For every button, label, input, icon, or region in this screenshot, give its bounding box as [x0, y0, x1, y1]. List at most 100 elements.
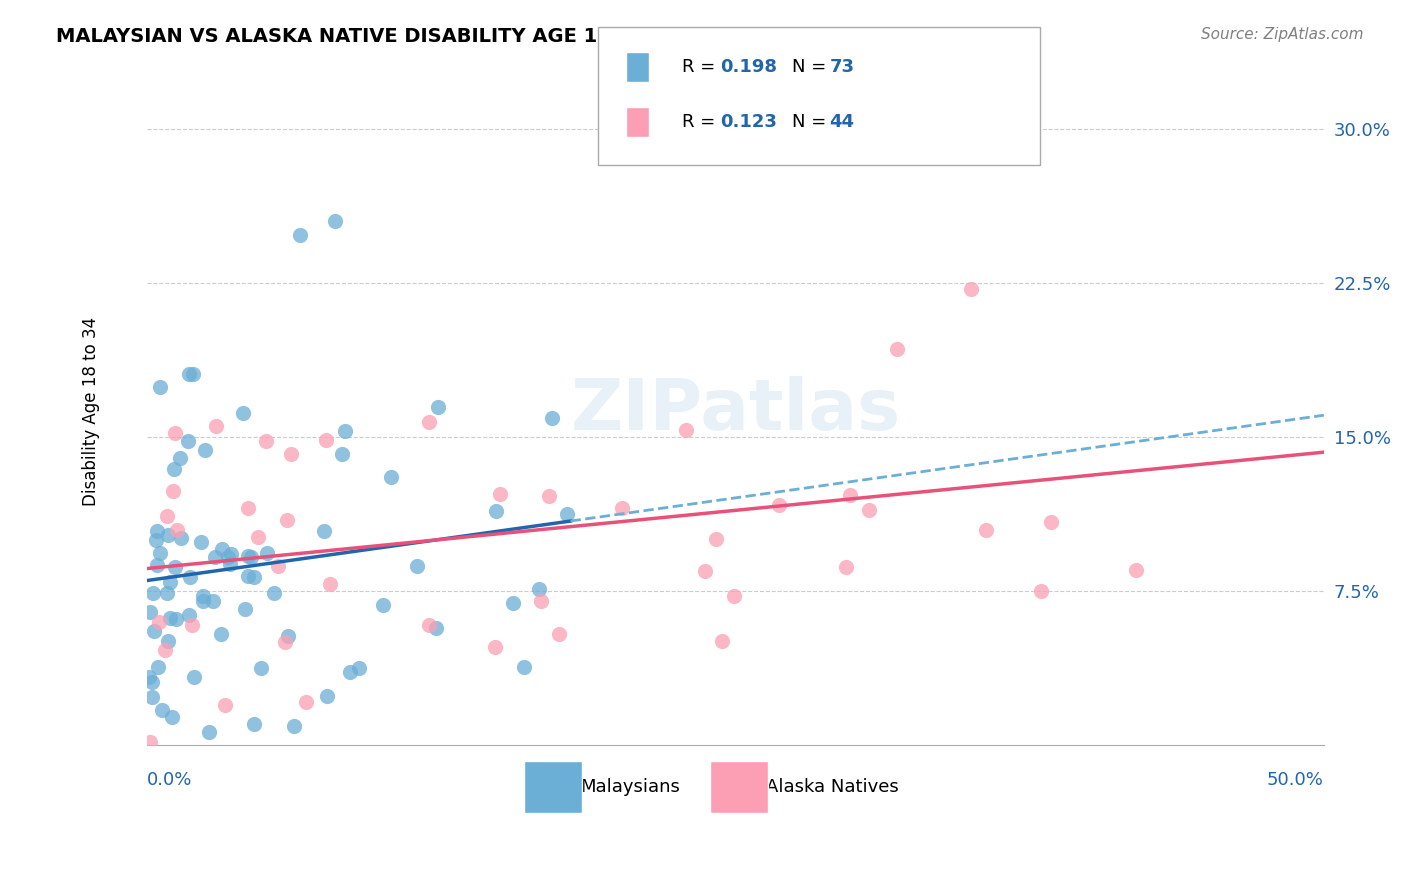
Point — [839, 488, 862, 502]
Point — [502, 596, 524, 610]
Point — [156, 528, 179, 542]
Point — [183, 670, 205, 684]
Point — [211, 541, 233, 556]
Point — [723, 589, 745, 603]
Point — [149, 545, 172, 559]
Point — [159, 611, 181, 625]
Point — [191, 593, 214, 607]
Point — [139, 735, 162, 749]
Point — [179, 570, 201, 584]
Point — [145, 558, 167, 572]
Point — [146, 524, 169, 539]
Point — [194, 442, 217, 457]
Point — [170, 531, 193, 545]
Point — [166, 523, 188, 537]
Point — [541, 411, 564, 425]
Point — [235, 601, 257, 615]
FancyBboxPatch shape — [710, 761, 768, 813]
Point — [959, 282, 981, 296]
Point — [263, 585, 285, 599]
Point — [236, 549, 259, 563]
Point — [974, 523, 997, 537]
Point — [250, 661, 273, 675]
Point — [1125, 563, 1147, 577]
Point — [141, 690, 163, 704]
Text: R =: R = — [682, 58, 721, 76]
Point — [695, 564, 717, 578]
Point — [485, 504, 508, 518]
Point — [162, 710, 184, 724]
Text: 0.198: 0.198 — [720, 58, 778, 76]
Point — [197, 725, 219, 739]
Text: Malaysians: Malaysians — [581, 778, 681, 796]
Point — [179, 608, 201, 623]
Point — [163, 426, 186, 441]
Point — [835, 559, 858, 574]
Point — [315, 433, 337, 447]
Point — [217, 549, 239, 564]
Point — [163, 462, 186, 476]
Point — [319, 577, 342, 591]
Point — [267, 559, 290, 574]
Point — [283, 719, 305, 733]
Point — [418, 415, 440, 429]
Point — [159, 575, 181, 590]
Point — [254, 434, 277, 449]
Point — [555, 507, 578, 521]
Point — [143, 624, 166, 638]
Point — [426, 400, 449, 414]
FancyBboxPatch shape — [523, 761, 582, 813]
Point — [1031, 583, 1053, 598]
Point — [794, 146, 817, 161]
Point — [530, 593, 553, 607]
Point — [380, 470, 402, 484]
Text: Source: ZipAtlas.com: Source: ZipAtlas.com — [1201, 27, 1364, 42]
Point — [156, 586, 179, 600]
Point — [316, 690, 339, 704]
Point — [145, 533, 167, 547]
Text: N =: N = — [792, 113, 831, 131]
Point — [149, 379, 172, 393]
Point — [675, 423, 697, 437]
Point — [176, 434, 198, 449]
Point — [165, 560, 187, 574]
Point — [547, 627, 569, 641]
Point — [238, 569, 260, 583]
Point — [243, 716, 266, 731]
Point — [489, 487, 512, 501]
Point — [537, 489, 560, 503]
Point — [246, 530, 269, 544]
Point — [484, 640, 506, 654]
Point — [323, 214, 346, 228]
Text: 0.0%: 0.0% — [146, 772, 193, 789]
Point — [214, 698, 236, 713]
Point — [236, 500, 259, 515]
Point — [886, 342, 908, 356]
Text: 44: 44 — [830, 113, 855, 131]
Point — [150, 702, 173, 716]
Point — [339, 665, 361, 679]
Point — [527, 582, 550, 597]
Point — [406, 559, 429, 574]
Text: MALAYSIAN VS ALASKA NATIVE DISABILITY AGE 18 TO 34 CORRELATION CHART: MALAYSIAN VS ALASKA NATIVE DISABILITY AG… — [56, 27, 922, 45]
Point — [295, 695, 318, 709]
Point — [371, 598, 394, 612]
Point — [858, 503, 880, 517]
Point — [204, 549, 226, 564]
Point — [710, 634, 733, 648]
Point — [704, 532, 727, 546]
Point — [156, 634, 179, 648]
Point — [162, 484, 184, 499]
Point — [276, 513, 298, 527]
Point — [142, 586, 165, 600]
Point — [141, 675, 163, 690]
Point — [190, 534, 212, 549]
Point — [425, 622, 447, 636]
Point — [155, 642, 177, 657]
Point — [219, 548, 242, 562]
Point — [201, 594, 224, 608]
Point — [333, 424, 356, 438]
Point — [148, 615, 170, 629]
Point — [610, 500, 633, 515]
Point — [280, 448, 302, 462]
